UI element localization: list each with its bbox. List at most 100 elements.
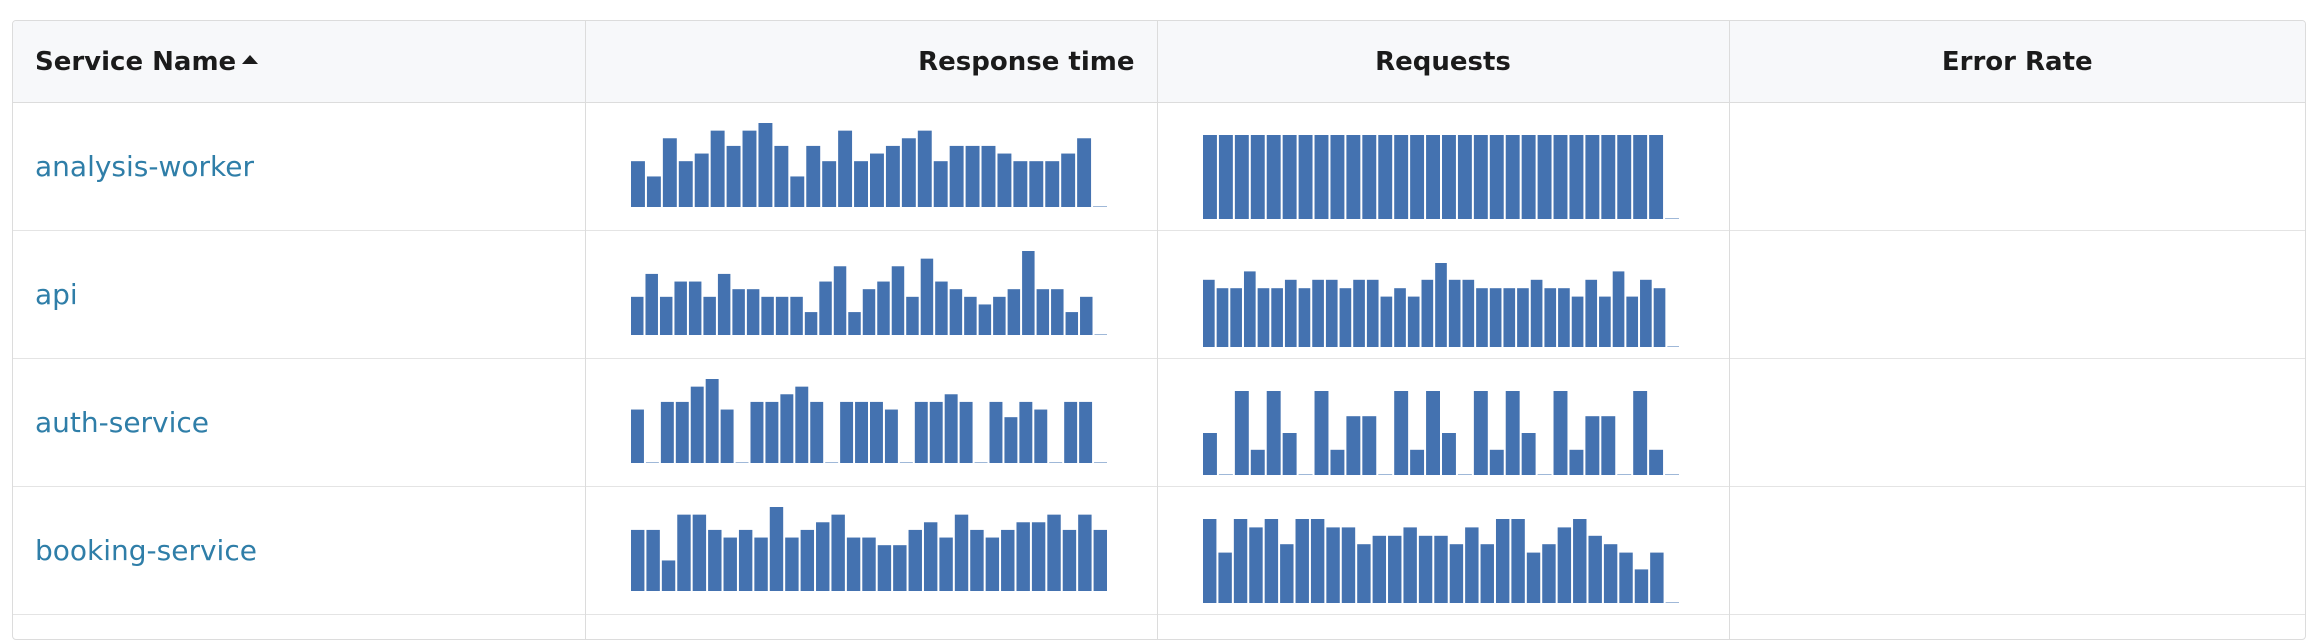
sparkline-bar — [1407, 296, 1420, 347]
sparkline-bar — [1266, 391, 1281, 475]
sparkline-bar — [862, 289, 875, 335]
sparkline-bar — [738, 529, 752, 591]
sparkline-bar — [1571, 296, 1583, 347]
sparkline-bar — [1568, 135, 1583, 219]
sparkline-bar — [1541, 544, 1556, 603]
sparkline-bar — [646, 176, 661, 207]
sparkline-bar — [1568, 449, 1583, 475]
sparkline-bar — [1298, 135, 1313, 219]
sparkline-bar — [1003, 417, 1017, 463]
service-name-cell: auth-service — [13, 358, 585, 487]
sparkline-bar — [861, 537, 876, 591]
sparkline-bar — [929, 401, 943, 463]
service-link[interactable]: api — [35, 278, 78, 311]
sparkline-bar — [1325, 279, 1338, 347]
sparkline-bar — [705, 379, 719, 463]
sparkline-bar — [1457, 135, 1472, 219]
sparkline-bar — [978, 304, 991, 335]
service-link[interactable]: analysis-worker — [35, 150, 254, 183]
sparkline-bar — [1033, 409, 1047, 463]
sparkline-bar — [1572, 519, 1586, 603]
sparkline-bar — [1329, 449, 1344, 475]
service-link[interactable]: booking-service — [35, 534, 257, 567]
sparkline-bar — [1361, 416, 1376, 475]
requests-cell — [1156, 230, 1729, 359]
sparkline-bar — [959, 401, 973, 463]
sparkline-bar — [1044, 161, 1059, 207]
sparkline-bar — [1314, 135, 1328, 219]
sparkline-bar — [1425, 135, 1440, 219]
sparkline-bar — [1202, 279, 1215, 347]
sparkline-bar — [1339, 288, 1351, 347]
sparkline-bar — [1250, 135, 1265, 219]
sparkline-bar — [1584, 279, 1597, 347]
sparkline-bar — [1218, 135, 1233, 219]
sparkline-bar — [917, 130, 932, 207]
sparkline-empty-bar — [899, 462, 913, 463]
error-rate-cell — [1728, 102, 2305, 231]
sparkline-empty-bar — [1377, 474, 1392, 475]
sparkline-bar — [1553, 135, 1567, 219]
column-header-label: Response time — [918, 46, 1135, 77]
requests-sparkline — [1202, 263, 1679, 347]
sparkline-bar — [1648, 135, 1663, 219]
sparkline-bar — [1521, 433, 1536, 475]
sparkline-bar — [1325, 527, 1340, 603]
response-time-cell — [584, 486, 1157, 615]
services-table: Service Name Response time Requests Erro… — [13, 21, 2305, 639]
response-time-cell — [584, 358, 1157, 487]
sparkline-bar — [933, 161, 948, 207]
sparkline-bar — [675, 401, 689, 463]
sparkline-bar — [1449, 544, 1463, 603]
sparkline-bar — [1632, 135, 1647, 219]
sparkline-bar — [1036, 289, 1049, 335]
sparkline-bar — [853, 161, 868, 207]
sparkline-bar — [877, 545, 891, 591]
sparkline-bar — [1653, 288, 1665, 347]
sparkline-bar — [992, 296, 1006, 335]
column-header-service-name[interactable]: Service Name — [13, 21, 585, 103]
service-link[interactable]: auth-service — [35, 406, 210, 439]
response-time-cell — [584, 230, 1157, 359]
response-time-cell — [584, 614, 1157, 639]
sparkline-bar — [1441, 135, 1456, 219]
sparkline-bar — [1553, 391, 1567, 475]
column-header-error-rate[interactable]: Error Rate — [1728, 21, 2305, 103]
sparkline-bar — [676, 514, 691, 591]
services-table-container: Service Name Response time Requests Erro… — [12, 20, 2306, 640]
sparkline-bar — [949, 145, 964, 207]
response-time-sparkline — [630, 507, 1107, 591]
table-header-row: Service Name Response time Requests Erro… — [13, 21, 2305, 103]
sparkline-bar — [1505, 135, 1520, 219]
sparkline-bar — [630, 529, 644, 591]
sparkline-bar — [1345, 416, 1360, 475]
sparkline-bar — [1489, 449, 1504, 475]
sparkline-bar — [678, 161, 693, 207]
sparkline-bar — [645, 529, 660, 591]
sparkline-bar — [1464, 527, 1479, 603]
sparkline-bar — [1557, 288, 1570, 347]
sparkline-bar — [1393, 288, 1406, 347]
sparkline-bar — [1366, 279, 1379, 347]
sparkline-bar — [1257, 288, 1269, 347]
column-header-response-time[interactable]: Response time — [584, 21, 1157, 103]
sparkline-bar — [1012, 161, 1027, 207]
sparkline-bar — [731, 289, 745, 335]
sparkline-bar — [1314, 391, 1328, 475]
column-header-requests[interactable]: Requests — [1156, 21, 1729, 103]
sparkline-bar — [1480, 544, 1494, 603]
sparkline-bar — [694, 153, 709, 207]
sparkline-bar — [1387, 535, 1401, 603]
sparkline-bar — [1510, 519, 1525, 603]
sparkline-bar — [1461, 279, 1474, 347]
sparkline-empty-bar — [1094, 334, 1107, 335]
sparkline-bar — [1078, 401, 1092, 463]
sparkline-bar — [1543, 288, 1556, 347]
sparkline-empty-bar — [1616, 474, 1631, 475]
sparkline-bar — [773, 145, 788, 207]
sparkline-bar — [1356, 544, 1371, 603]
column-header-label: Error Rate — [1941, 46, 2093, 77]
sparkline-bar — [1393, 391, 1408, 475]
sparkline-bar — [1229, 288, 1242, 347]
sparkline-bar — [920, 258, 933, 335]
